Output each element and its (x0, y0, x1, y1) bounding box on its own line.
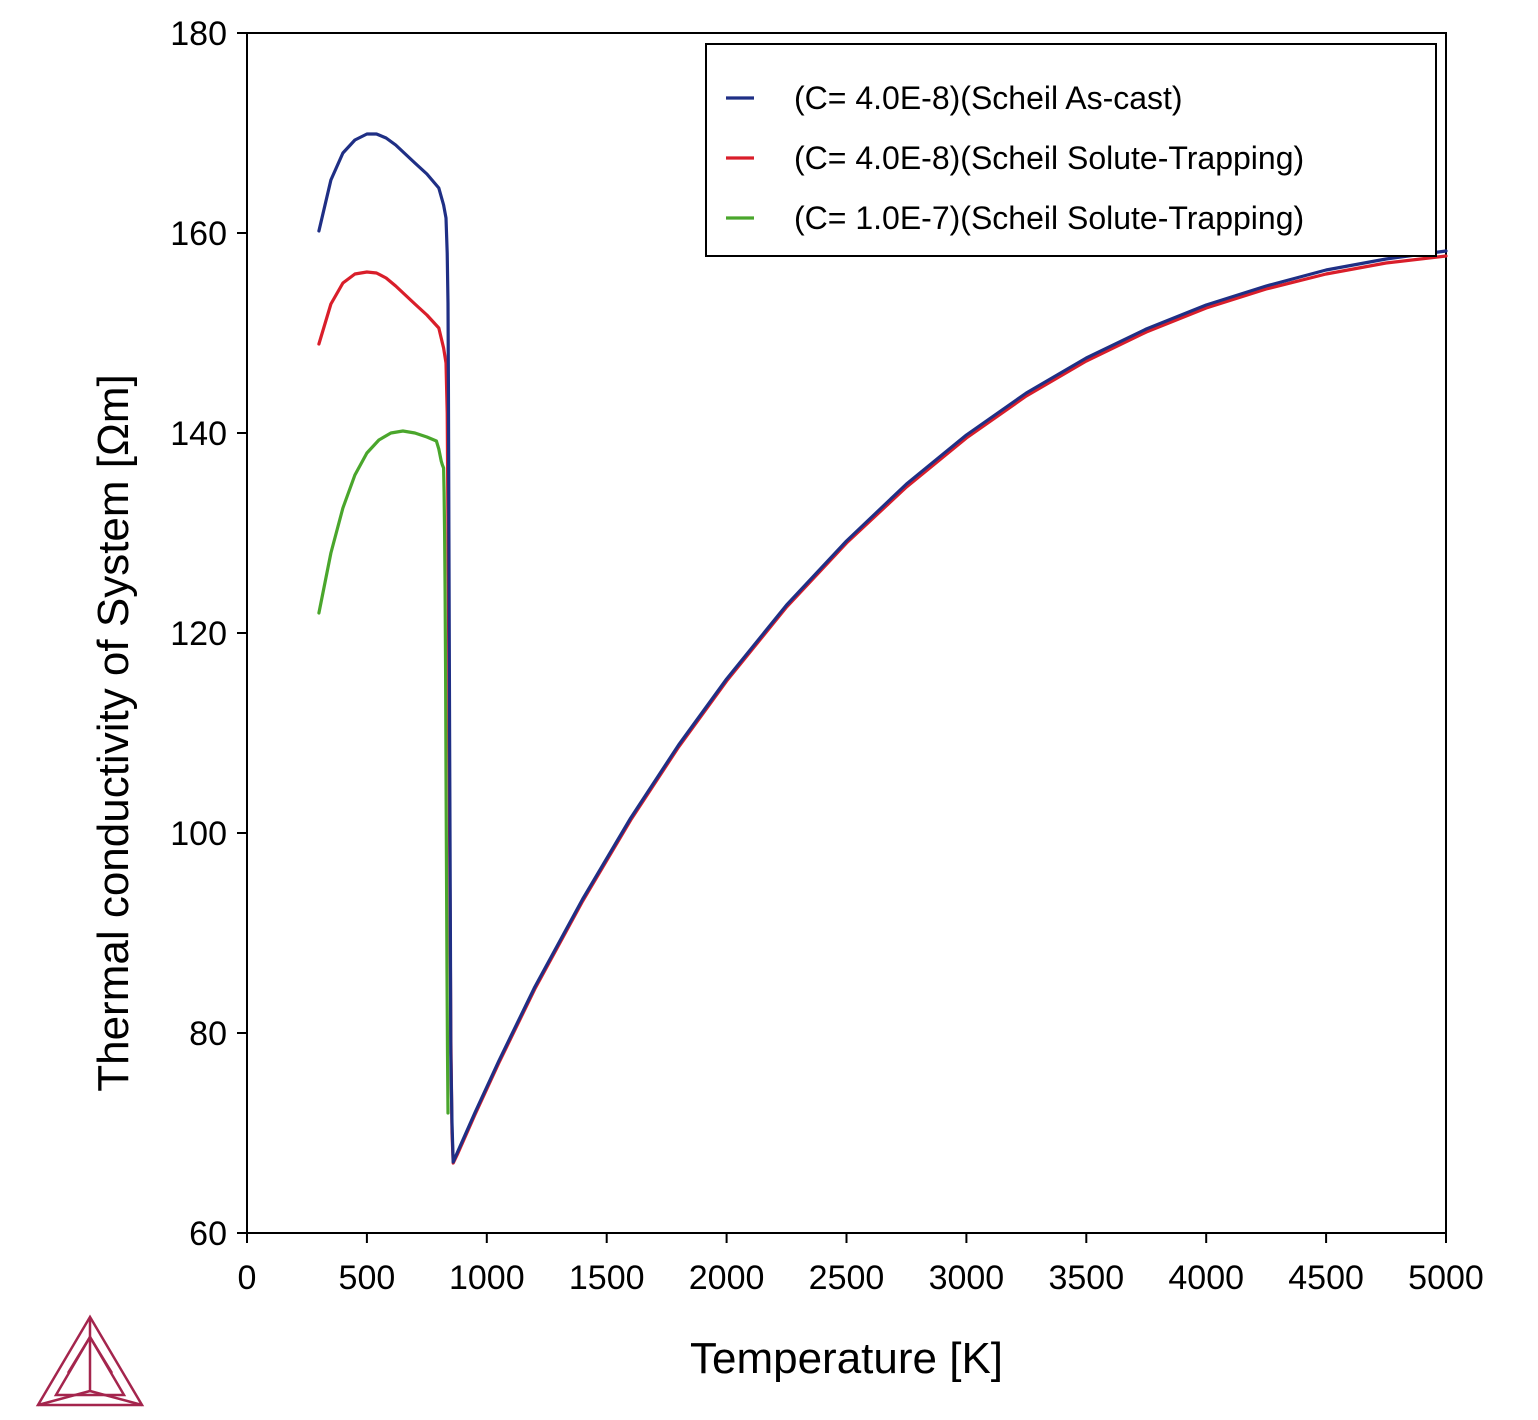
y-axis: 60 80 100 120 140 160 180 (170, 15, 247, 1253)
x-tick-label: 2500 (809, 1259, 885, 1297)
legend-label: (C= 1.0E-7)(Scheil Solute-Trapping) (794, 200, 1304, 236)
x-axis: 0 500 1000 1500 2000 2500 3000 3500 4000 4500 5000 (238, 1233, 1484, 1297)
x-tick-label: 4500 (1288, 1259, 1364, 1297)
x-tick-label: 2000 (689, 1259, 765, 1297)
x-tick-label: 1500 (569, 1259, 645, 1297)
x-tick-label: 1000 (449, 1259, 525, 1297)
legend-box (705, 43, 1437, 257)
x-axis-title: Temperature [K] (690, 1334, 1003, 1383)
y-tick-label: 100 (170, 815, 227, 853)
y-tick-label: 120 (170, 615, 227, 653)
series-line-2 (317, 254, 1448, 1165)
x-tick-label: 500 (339, 1259, 396, 1297)
y-tick-label: 140 (170, 415, 227, 453)
series-line-3 (317, 429, 450, 1115)
x-tick-label: 5000 (1408, 1259, 1484, 1297)
y-tick-label: 80 (189, 1015, 227, 1053)
y-tick-label: 160 (170, 215, 227, 253)
series-line-1 (317, 132, 1448, 1164)
x-tick-label: 3000 (929, 1259, 1005, 1297)
legend-label: (C= 4.0E-8)(Scheil As-cast) (794, 80, 1183, 116)
y-axis-title: Thermal conductivity of System [Ωm] (89, 374, 138, 1092)
thermo-calc-triangle-logo (35, 1314, 145, 1407)
x-tick-label: 0 (238, 1259, 257, 1297)
series-layer (317, 132, 1448, 1165)
x-tick-label: 4000 (1168, 1259, 1244, 1297)
y-tick-label: 60 (189, 1215, 227, 1253)
x-tick-label: 3500 (1048, 1259, 1124, 1297)
y-tick-label: 180 (170, 15, 227, 53)
legend: (C= 4.0E-8)(Scheil As-cast) (C= 4.0E-8)(S… (705, 43, 1437, 257)
legend-label: (C= 4.0E-8)(Scheil Solute-Trapping) (794, 140, 1304, 176)
